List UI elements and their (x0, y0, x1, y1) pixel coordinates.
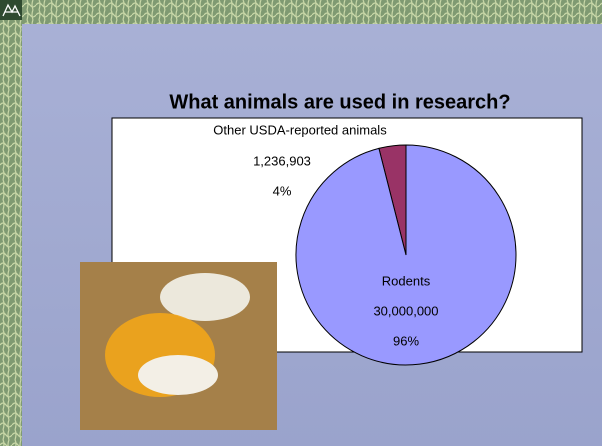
slide-title: What animals are used in research? (169, 91, 510, 113)
percent-label: 4% (273, 183, 292, 198)
photo (80, 262, 277, 430)
chart: What animals are used in research? Other… (0, 0, 602, 446)
value-label: 1,236,903 (253, 153, 311, 168)
hamster (138, 355, 218, 395)
top-band (0, 0, 602, 24)
left-band (0, 0, 22, 446)
slice-label: Other USDA-reported animals (213, 122, 387, 137)
slide: What animals are used in research? Other… (0, 0, 602, 446)
hamster (160, 273, 250, 321)
slice-label: Rodents (382, 273, 431, 288)
pie-slice (296, 145, 516, 365)
percent-label: 96% (393, 333, 419, 348)
value-label: 30,000,000 (373, 303, 438, 318)
